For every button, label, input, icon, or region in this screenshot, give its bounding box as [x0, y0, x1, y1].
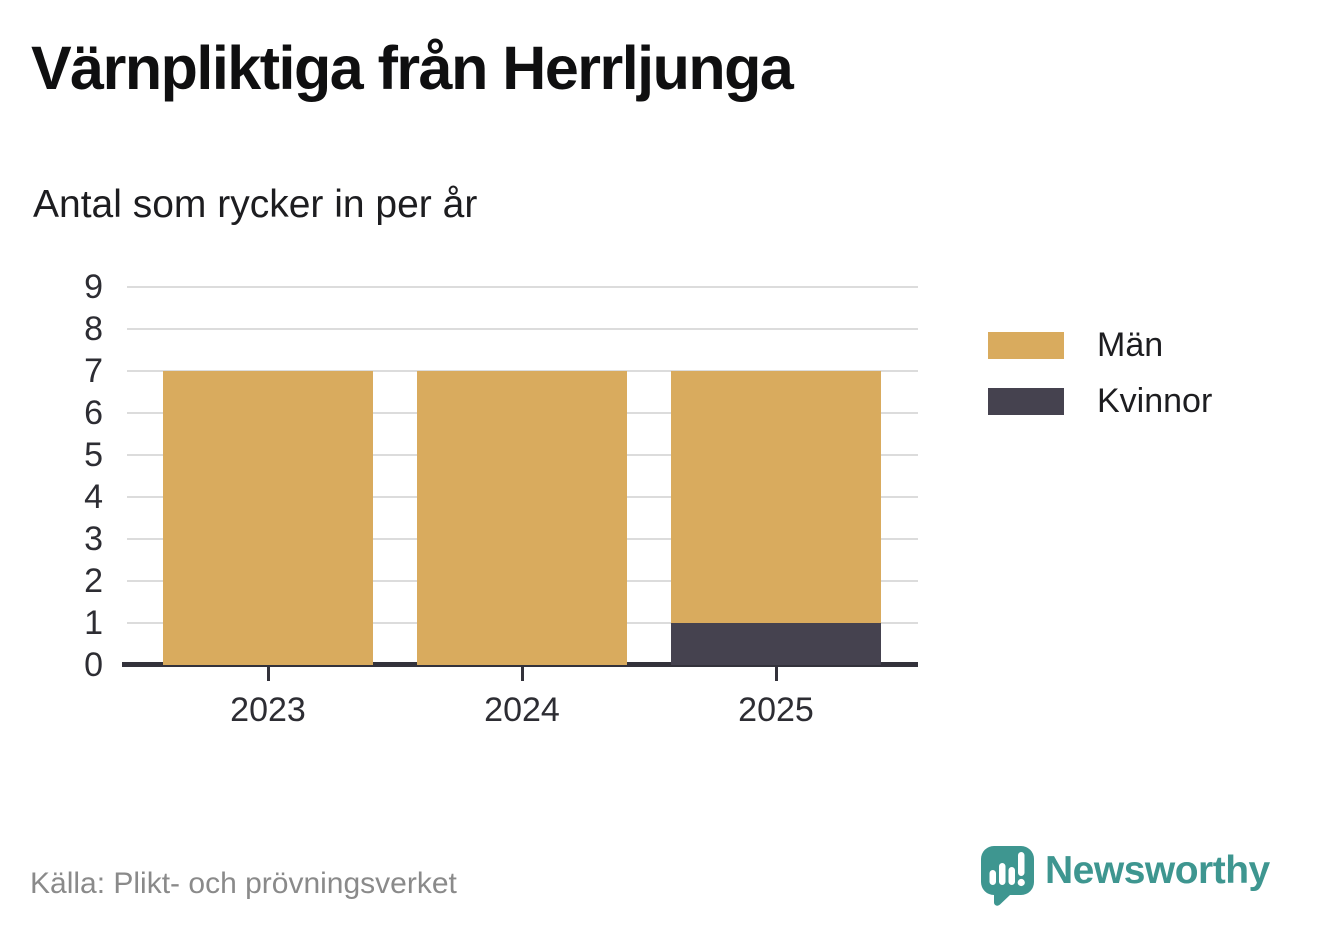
x-axis-tick-label: 2024: [484, 691, 560, 729]
legend-swatch-kvinnor: [988, 388, 1064, 415]
legend-label: Kvinnor: [1097, 382, 1213, 420]
bar-segment-män-2025: [671, 371, 881, 623]
legend-item-män: Män: [988, 326, 1212, 364]
legend-item-kvinnor: Kvinnor: [988, 382, 1213, 420]
y-axis-tick-label: 1: [84, 604, 103, 642]
bar-segment-män-2023: [163, 371, 373, 665]
y-axis-tick-label: 6: [84, 394, 103, 432]
legend-swatch-män: [988, 332, 1064, 359]
newsworthy-logo-icon: [981, 846, 1034, 906]
legend: Män Kvinnor: [988, 326, 1213, 444]
y-axis-tick-label: 7: [84, 352, 103, 390]
source-note: Källa: Plikt- och prövningsverket: [30, 867, 457, 900]
y-axis-tick-label: 0: [84, 646, 103, 684]
y-axis-tick-label: 9: [84, 268, 103, 306]
chart-title: Värnpliktiga från Herrljunga: [31, 34, 794, 102]
gridline-y8: [127, 328, 918, 330]
chart-subtitle: Antal som rycker in per år: [33, 183, 478, 226]
bar-segment-kvinnor-2025: [671, 623, 881, 665]
x-axis-tick-2025: [775, 667, 778, 681]
newsworthy-logo: Newsworthy: [981, 846, 1270, 906]
legend-label: Män: [1097, 326, 1164, 364]
x-axis-tick-label: 2025: [738, 691, 814, 729]
newsworthy-logo-text: Newsworthy: [1045, 849, 1270, 892]
y-axis-tick-label: 3: [84, 520, 103, 558]
y-axis-tick-label: 8: [84, 310, 103, 348]
y-axis-tick-label: 2: [84, 562, 103, 600]
y-axis-tick-label: 4: [84, 478, 103, 516]
bar-segment-män-2024: [417, 371, 627, 665]
x-axis-tick-label: 2023: [230, 691, 306, 729]
y-axis-tick-label: 5: [84, 436, 103, 474]
gridline-y9: [127, 286, 918, 288]
x-axis-tick-2024: [521, 667, 524, 681]
x-axis-tick-2023: [267, 667, 270, 681]
